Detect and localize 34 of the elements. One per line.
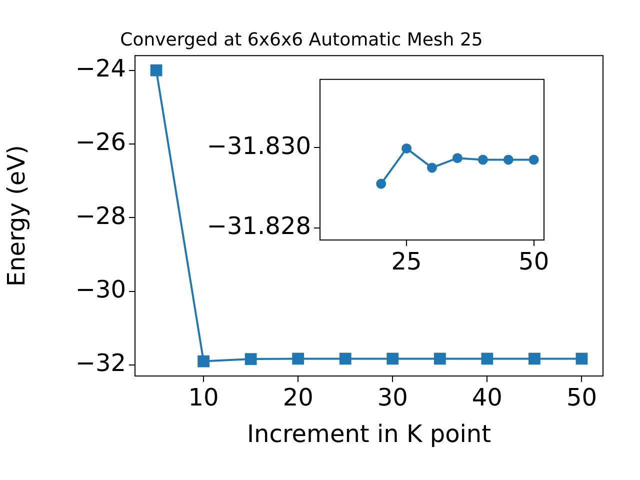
point [528, 352, 540, 365]
x-tick-label: 20 [282, 384, 314, 412]
point [427, 162, 437, 173]
y-tick-label: −32 [75, 349, 126, 378]
point [452, 153, 462, 164]
point [434, 352, 446, 365]
point [292, 352, 304, 365]
x-tick-label: 25 [391, 248, 422, 276]
y-axis-title: Energy (eV) [2, 145, 31, 287]
y-tick-label: −31.828 [206, 212, 311, 240]
y-tick-label: −31.830 [206, 132, 311, 160]
point [528, 154, 539, 165]
point [503, 154, 514, 165]
point [244, 353, 257, 366]
x-axis-title: Increment in K point [246, 420, 492, 448]
point [339, 352, 352, 365]
point [402, 143, 412, 154]
point [481, 352, 494, 365]
y-tick-label: −30 [75, 276, 126, 304]
y-tick-label: −26 [75, 128, 126, 156]
x-tick-label: 30 [377, 384, 408, 412]
y-tick-label: −28 [75, 202, 126, 230]
chart-title: Converged at 6x6x6 Automatic Mesh 25 [120, 29, 483, 50]
x-tick-label: 50 [566, 384, 597, 412]
point [386, 352, 399, 365]
point [376, 178, 386, 189]
y-tick-label: −24 [75, 54, 126, 83]
point [150, 64, 162, 76]
point [198, 355, 210, 368]
x-tick-label: 40 [472, 384, 502, 412]
point [478, 154, 488, 165]
x-tick-label: 50 [518, 248, 550, 276]
x-tick-label: 10 [188, 384, 219, 412]
point [576, 352, 588, 365]
